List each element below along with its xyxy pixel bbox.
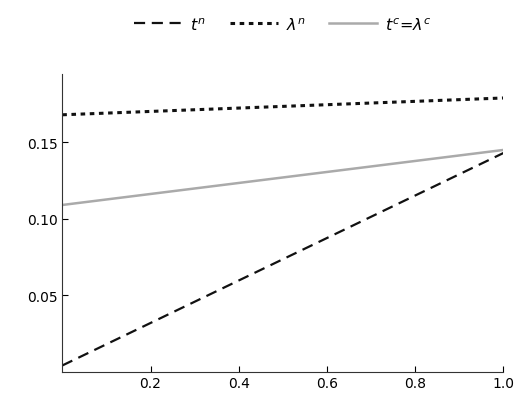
Legend: $t^n$, $\lambda^n$, $t^c$=$\lambda^c$: $t^n$, $\lambda^n$, $t^c$=$\lambda^c$	[134, 17, 431, 33]
